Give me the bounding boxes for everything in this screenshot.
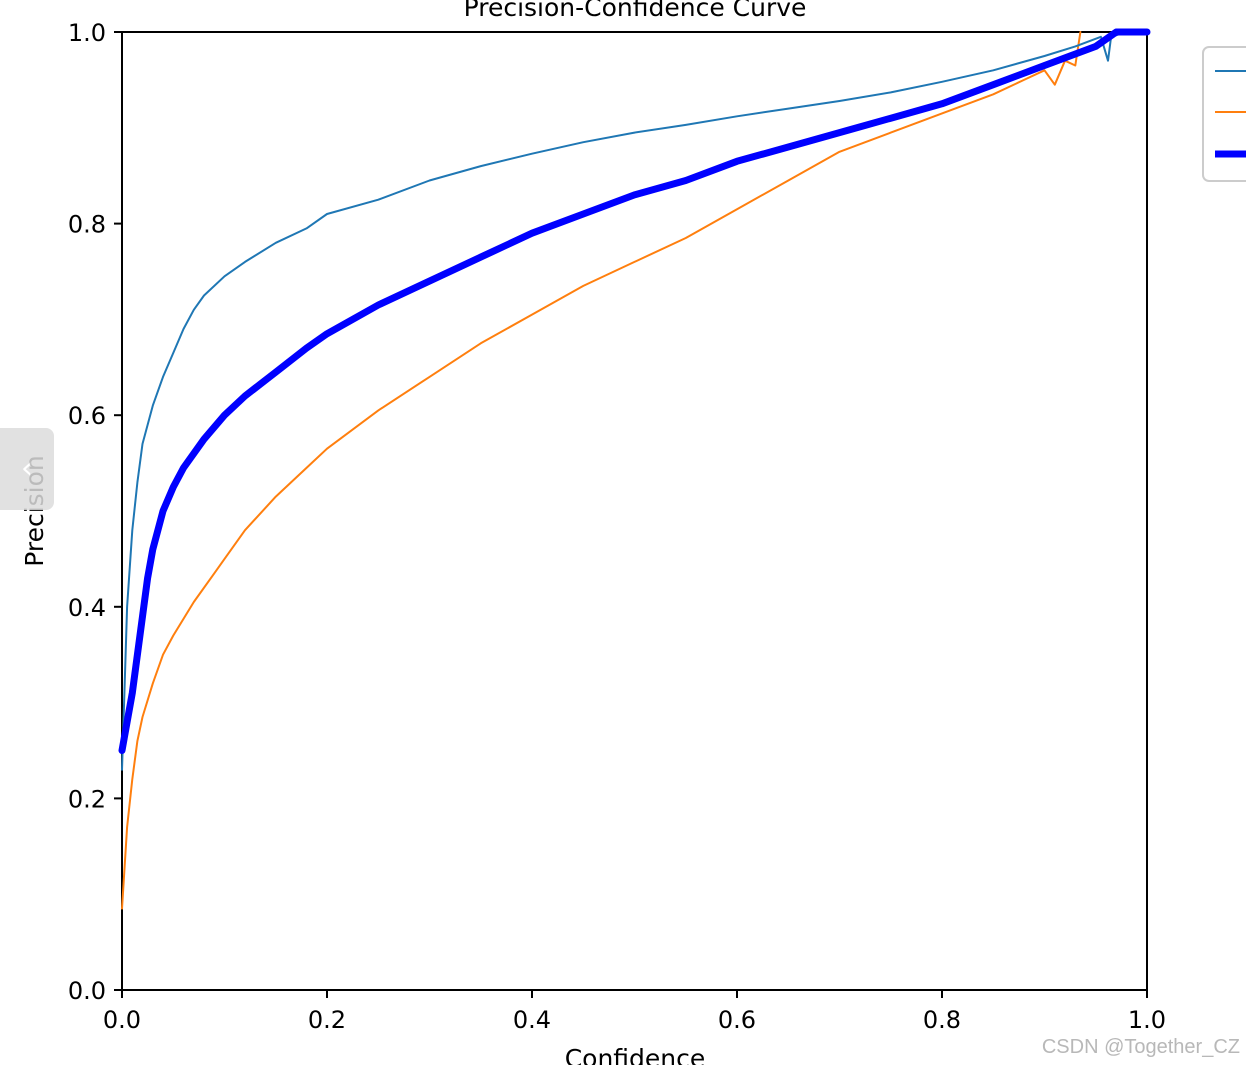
x-tick-label: 0.0 bbox=[103, 1006, 141, 1034]
chevron-left-icon: ‹ bbox=[21, 451, 33, 486]
y-axis-ticks: 0.0 0.2 0.4 0.6 0.8 1.0 bbox=[68, 19, 122, 1005]
y-tick-label: 0.0 bbox=[68, 977, 106, 1005]
y-tick-label: 1.0 bbox=[68, 19, 106, 47]
watermark: CSDN @Together_CZ bbox=[1041, 1036, 1240, 1058]
series-line-2 bbox=[118, 28, 1151, 754]
plot-area bbox=[118, 28, 1151, 991]
x-tick-label: 1.0 bbox=[1128, 1006, 1166, 1034]
legend bbox=[1202, 46, 1246, 182]
sidebar-collapse-tab[interactable]: ‹ bbox=[0, 428, 54, 510]
x-tick-label: 0.6 bbox=[718, 1006, 756, 1034]
y-tick-label: 0.4 bbox=[68, 594, 106, 622]
legend-box bbox=[1202, 46, 1246, 182]
y-tick-label: 0.6 bbox=[68, 402, 106, 430]
series-layer bbox=[118, 28, 1151, 910]
x-axis-label: Confidence bbox=[565, 1044, 706, 1065]
x-tick-label: 0.2 bbox=[308, 1006, 346, 1034]
chart-title: Precision-Confidence Curve bbox=[464, 0, 807, 22]
y-tick-label: 0.8 bbox=[68, 211, 106, 239]
plot-frame bbox=[121, 31, 1148, 991]
series-line-1 bbox=[121, 31, 1082, 910]
legend-lines bbox=[1215, 70, 1246, 158]
x-axis-ticks: 0.0 0.2 0.4 0.6 0.8 1.0 bbox=[103, 990, 1166, 1034]
x-tick-label: 0.4 bbox=[513, 1006, 551, 1034]
y-tick-label: 0.2 bbox=[68, 785, 106, 813]
x-tick-label: 0.8 bbox=[923, 1006, 961, 1034]
series-line-0 bbox=[121, 31, 1148, 771]
